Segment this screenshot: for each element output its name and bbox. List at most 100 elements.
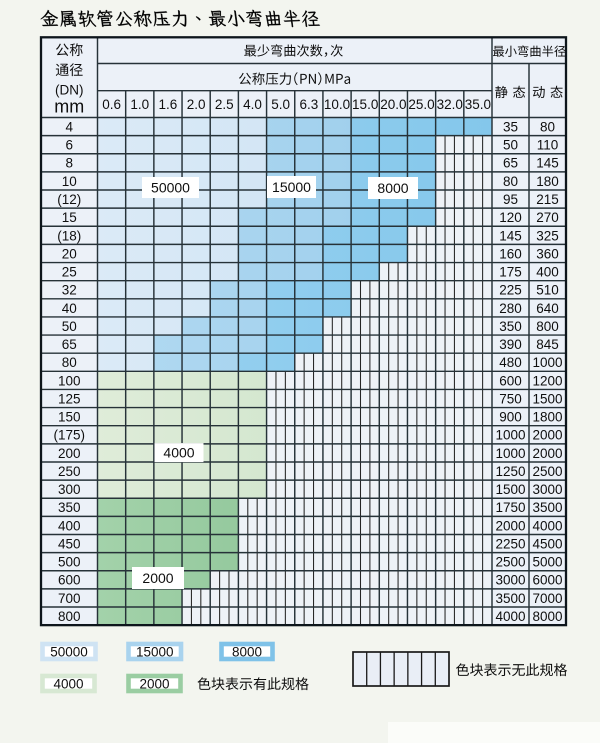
svg-text:350: 350	[58, 500, 81, 515]
svg-text:7000: 7000	[532, 591, 562, 606]
svg-text:2.5: 2.5	[215, 97, 234, 112]
svg-text:150: 150	[58, 410, 81, 425]
svg-text:390: 390	[499, 337, 522, 352]
svg-text:20: 20	[62, 246, 77, 261]
svg-text:900: 900	[499, 410, 522, 425]
svg-text:10.0: 10.0	[324, 97, 350, 112]
svg-text:100: 100	[58, 373, 81, 388]
svg-text:10: 10	[62, 174, 77, 189]
svg-text:1.0: 1.0	[130, 97, 149, 112]
svg-text:8: 8	[65, 156, 73, 171]
svg-text:5.0: 5.0	[271, 97, 290, 112]
svg-text:2000: 2000	[532, 428, 562, 443]
svg-text:6000: 6000	[532, 573, 562, 588]
svg-text:35.0: 35.0	[465, 97, 491, 112]
svg-text:3000: 3000	[495, 573, 525, 588]
svg-text:125: 125	[58, 391, 81, 406]
svg-text:400: 400	[536, 265, 559, 280]
svg-text:1000: 1000	[532, 355, 562, 370]
svg-text:15: 15	[62, 210, 77, 225]
svg-text:480: 480	[499, 355, 522, 370]
svg-text:180: 180	[536, 174, 559, 189]
svg-text:80: 80	[540, 119, 555, 134]
svg-text:25.0: 25.0	[408, 97, 434, 112]
svg-text:2500: 2500	[495, 555, 525, 570]
svg-text:700: 700	[58, 591, 81, 606]
svg-text:4000: 4000	[532, 518, 562, 533]
svg-text:32: 32	[62, 283, 77, 298]
svg-text:270: 270	[536, 210, 559, 225]
svg-text:300: 300	[58, 482, 81, 497]
svg-text:mm: mm	[54, 97, 84, 117]
svg-text:15000: 15000	[272, 179, 311, 195]
svg-text:600: 600	[58, 573, 81, 588]
svg-text:360: 360	[536, 246, 559, 261]
svg-text:600: 600	[499, 373, 522, 388]
svg-text:1000: 1000	[495, 446, 525, 461]
svg-text:35: 35	[503, 119, 518, 134]
svg-text:750: 750	[499, 391, 522, 406]
svg-text:4000: 4000	[53, 676, 83, 691]
svg-text:4000: 4000	[495, 609, 525, 624]
svg-text:6: 6	[65, 138, 73, 153]
svg-text:50: 50	[503, 138, 518, 153]
svg-text:1750: 1750	[495, 500, 525, 515]
svg-text:3500: 3500	[495, 591, 525, 606]
svg-text:8000: 8000	[532, 609, 562, 624]
svg-text:8000: 8000	[232, 644, 262, 659]
svg-text:50000: 50000	[50, 644, 88, 659]
svg-text:4: 4	[65, 119, 73, 134]
svg-text:15000: 15000	[136, 644, 174, 659]
svg-text:8000: 8000	[377, 180, 408, 196]
svg-text:20.0: 20.0	[380, 97, 406, 112]
svg-text:40: 40	[62, 301, 77, 316]
svg-text:200: 200	[58, 446, 81, 461]
svg-text:350: 350	[499, 319, 522, 334]
svg-text:400: 400	[58, 518, 81, 533]
svg-text:95: 95	[503, 192, 518, 207]
svg-text:215: 215	[536, 192, 559, 207]
svg-text:250: 250	[58, 464, 81, 479]
svg-text:500: 500	[58, 555, 81, 570]
svg-text:2000: 2000	[532, 446, 562, 461]
svg-text:25: 25	[62, 265, 77, 280]
svg-text:6.3: 6.3	[299, 97, 318, 112]
svg-text:110: 110	[537, 138, 559, 153]
svg-text:2250: 2250	[495, 536, 525, 551]
svg-text:15.0: 15.0	[352, 97, 378, 112]
svg-text:1000: 1000	[495, 428, 525, 443]
svg-text:640: 640	[536, 301, 559, 316]
svg-text:3000: 3000	[532, 482, 562, 497]
svg-text:325: 325	[536, 228, 559, 243]
svg-text:(175): (175)	[53, 428, 85, 443]
svg-text:80: 80	[62, 355, 77, 370]
svg-text:225: 225	[499, 283, 522, 298]
svg-text:50000: 50000	[151, 179, 190, 195]
svg-text:1500: 1500	[495, 482, 525, 497]
svg-text:(12): (12)	[57, 192, 81, 207]
svg-text:800: 800	[536, 319, 559, 334]
svg-text:450: 450	[58, 536, 81, 551]
svg-text:2500: 2500	[532, 464, 562, 479]
svg-text:65: 65	[503, 156, 518, 171]
svg-text:3500: 3500	[532, 500, 562, 515]
svg-text:175: 175	[499, 265, 522, 280]
svg-text:32.0: 32.0	[437, 97, 463, 112]
svg-text:2000: 2000	[142, 570, 173, 586]
svg-text:0.6: 0.6	[102, 97, 121, 112]
svg-text:120: 120	[499, 210, 522, 225]
svg-text:(18): (18)	[57, 228, 81, 243]
svg-text:4.0: 4.0	[243, 97, 262, 112]
svg-text:510: 510	[536, 283, 559, 298]
svg-text:800: 800	[58, 609, 81, 624]
svg-text:145: 145	[499, 228, 522, 243]
svg-text:1250: 1250	[495, 464, 525, 479]
svg-text:280: 280	[499, 301, 522, 316]
svg-text:160: 160	[499, 246, 522, 261]
svg-text:(DN): (DN)	[55, 83, 84, 98]
svg-text:145: 145	[536, 156, 559, 171]
svg-text:1500: 1500	[532, 391, 562, 406]
svg-text:1800: 1800	[532, 410, 562, 425]
svg-text:65: 65	[62, 337, 77, 352]
svg-text:5000: 5000	[532, 555, 562, 570]
